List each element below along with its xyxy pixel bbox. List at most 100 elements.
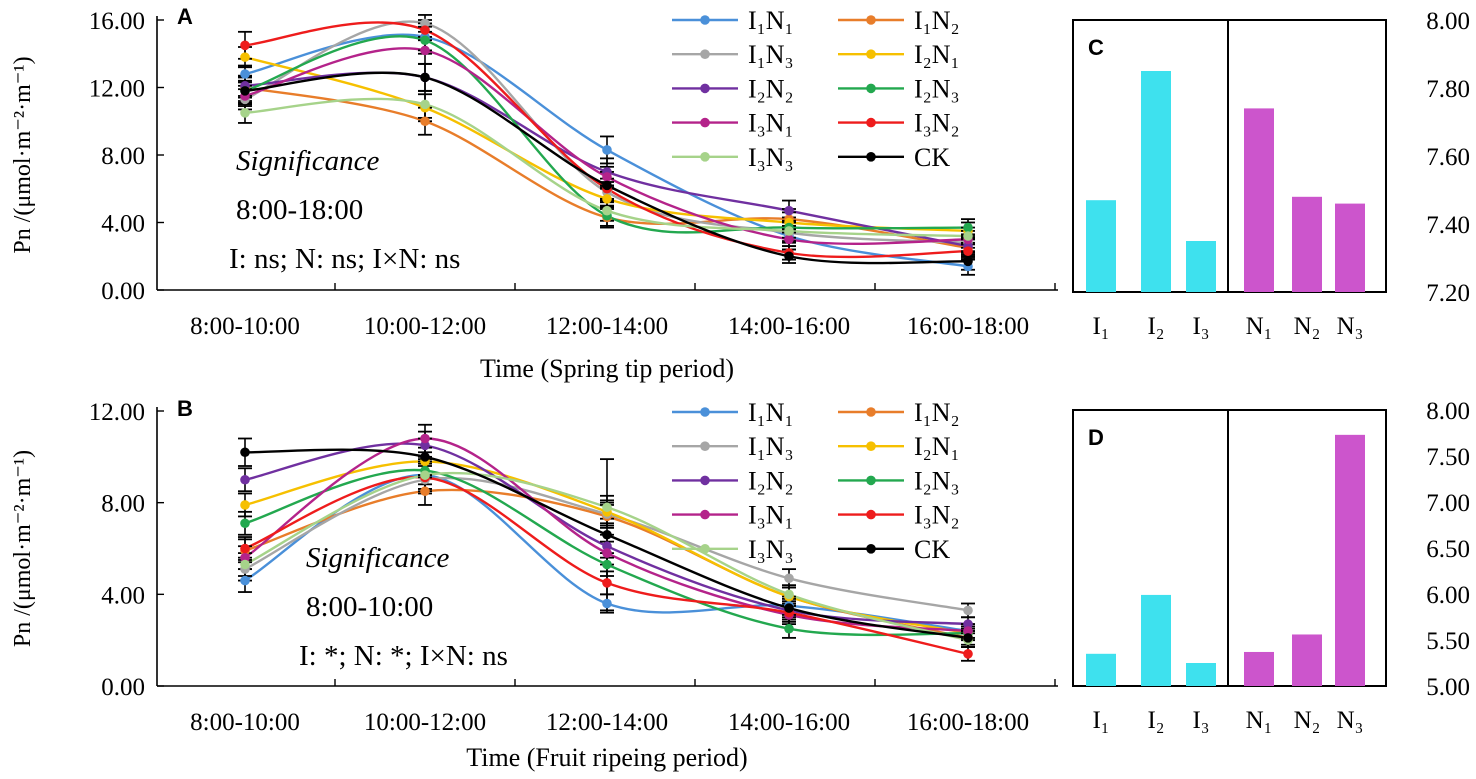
bar-N₁ bbox=[1244, 651, 1274, 686]
series-I₁N₃ bbox=[244, 20, 969, 244]
annotation-result: I: ns; N: ns; I×N: ns bbox=[229, 243, 460, 275]
data-point bbox=[602, 194, 612, 204]
y-tick-label: 6.00 bbox=[1426, 582, 1470, 609]
legend-marker bbox=[700, 544, 710, 554]
legend-label: I₂N₁ bbox=[914, 40, 960, 69]
x-tick-label: 10:00-12:00 bbox=[364, 709, 486, 736]
x-tick-label: N₃ bbox=[1337, 313, 1364, 340]
legend-marker bbox=[866, 117, 876, 128]
data-point bbox=[420, 45, 430, 56]
data-point bbox=[602, 180, 612, 191]
data-point bbox=[602, 541, 612, 552]
y-tick-label: 7.00 bbox=[1426, 490, 1470, 517]
panel-letter: D bbox=[1088, 425, 1104, 450]
legend-label: I₁N₂ bbox=[914, 398, 960, 427]
data-point bbox=[240, 447, 250, 458]
legend-label: I₃N₃ bbox=[748, 535, 794, 564]
x-tick-label: I₂ bbox=[1147, 707, 1164, 734]
data-point bbox=[602, 172, 612, 182]
data-point bbox=[240, 108, 250, 118]
data-point bbox=[784, 251, 794, 262]
panel-letter: C bbox=[1088, 35, 1104, 60]
legend-entry: I₂N₁ bbox=[838, 432, 960, 461]
y-tick-label: 5.00 bbox=[1426, 674, 1470, 701]
legend-marker bbox=[866, 509, 876, 520]
data-point bbox=[602, 205, 612, 216]
y-tick-label: 12.00 bbox=[89, 76, 145, 103]
legend-entry: I₂N₁ bbox=[838, 40, 960, 69]
legend-label: I₁N₁ bbox=[748, 6, 794, 35]
y-tick-label: 8.00 bbox=[101, 491, 145, 518]
legend-marker bbox=[866, 15, 876, 25]
data-point bbox=[240, 52, 250, 62]
y-axis-title: Pn /(μmol·m⁻²·m⁻¹) bbox=[10, 450, 36, 647]
x-tick-label: I₂ bbox=[1147, 313, 1164, 340]
legend-label: I₁N₃ bbox=[748, 432, 794, 461]
data-point bbox=[602, 578, 612, 588]
legend-entry: I₁N₁ bbox=[672, 398, 794, 427]
legend-label: I₃N₂ bbox=[914, 109, 960, 138]
y-tick-label: 4.00 bbox=[101, 582, 145, 609]
y-tick-label: 7.80 bbox=[1426, 76, 1470, 103]
data-point bbox=[240, 559, 250, 570]
legend-entry: I₃N₃ bbox=[672, 143, 794, 172]
x-tick-label: N₁ bbox=[1246, 313, 1273, 340]
x-tick-label: 10:00-12:00 bbox=[364, 313, 486, 340]
panel-d: D 5.00 5.50 6.00 6.50 7.00 7.50 8.00 I₁ I₂ I₃ N₁ N₂ N… bbox=[1072, 398, 1470, 734]
data-point bbox=[963, 649, 973, 659]
legend-label: I₃N₃ bbox=[748, 143, 794, 172]
bar-I₂ bbox=[1141, 71, 1171, 292]
y-tick-label: 7.40 bbox=[1426, 212, 1470, 239]
legend-marker bbox=[700, 15, 710, 25]
data-point bbox=[240, 86, 250, 96]
legend-marker bbox=[700, 475, 710, 486]
data-point bbox=[602, 145, 612, 155]
x-axis-title: Time (Spring tip period) bbox=[480, 354, 734, 383]
data-point bbox=[420, 440, 430, 451]
legend-entry: I₁N₂ bbox=[838, 398, 960, 427]
y-tick-label: 7.20 bbox=[1426, 280, 1470, 307]
legend-entry: I₁N₃ bbox=[672, 40, 794, 69]
bar-N₃ bbox=[1335, 434, 1365, 686]
data-point bbox=[420, 452, 430, 462]
x-tick-label: 12:00-14:00 bbox=[546, 313, 668, 340]
plot-frame bbox=[1072, 409, 1387, 687]
data-point bbox=[784, 226, 794, 236]
panel-letter: A bbox=[177, 4, 193, 29]
y-tick-label: 4.00 bbox=[101, 211, 145, 238]
y-tick-label: 7.60 bbox=[1426, 144, 1470, 171]
y-tick-label: 16.00 bbox=[89, 8, 145, 35]
data-point bbox=[240, 543, 250, 554]
legend-marker bbox=[866, 83, 876, 94]
data-point bbox=[240, 474, 250, 485]
data-point bbox=[420, 470, 430, 480]
data-point bbox=[420, 433, 430, 444]
bar-N₂ bbox=[1292, 634, 1322, 686]
y-axis-title: Pn /(μmol·m⁻²·m⁻¹) bbox=[10, 56, 36, 253]
legend-entry: I₁N₂ bbox=[838, 6, 960, 35]
legend-entry: I₃N₁ bbox=[672, 109, 794, 138]
series-I₂N₃ bbox=[244, 35, 969, 234]
data-point bbox=[963, 633, 973, 643]
data-point bbox=[420, 25, 430, 35]
x-tick-label: N₂ bbox=[1294, 313, 1321, 340]
annotation-title: Significance bbox=[306, 542, 449, 574]
legend-label: CK bbox=[914, 143, 950, 172]
panel-a: A 0.00 4.00 8.00 12.00 16.00 8:00-10:00 10:00-1… bbox=[10, 4, 1058, 383]
bar-I₁ bbox=[1086, 200, 1116, 292]
plot-frame bbox=[1072, 19, 1387, 293]
x-tick-label: 12:00-14:00 bbox=[546, 709, 668, 736]
legend-label: I₂N₃ bbox=[914, 466, 960, 495]
legend-label: I₃N₁ bbox=[748, 501, 794, 530]
y-tick-label: 0.00 bbox=[101, 674, 145, 701]
data-point bbox=[784, 623, 794, 634]
x-tick-label: N₂ bbox=[1294, 707, 1321, 734]
data-point bbox=[602, 502, 612, 513]
legend-marker bbox=[700, 152, 710, 162]
legend-entry: CK bbox=[838, 143, 950, 172]
y-tick-label: 8.00 bbox=[1426, 8, 1470, 35]
legend-marker bbox=[866, 441, 876, 452]
y-tick-label: 8.00 bbox=[1426, 398, 1470, 425]
x-tick-label: 16:00-18:00 bbox=[907, 709, 1029, 736]
